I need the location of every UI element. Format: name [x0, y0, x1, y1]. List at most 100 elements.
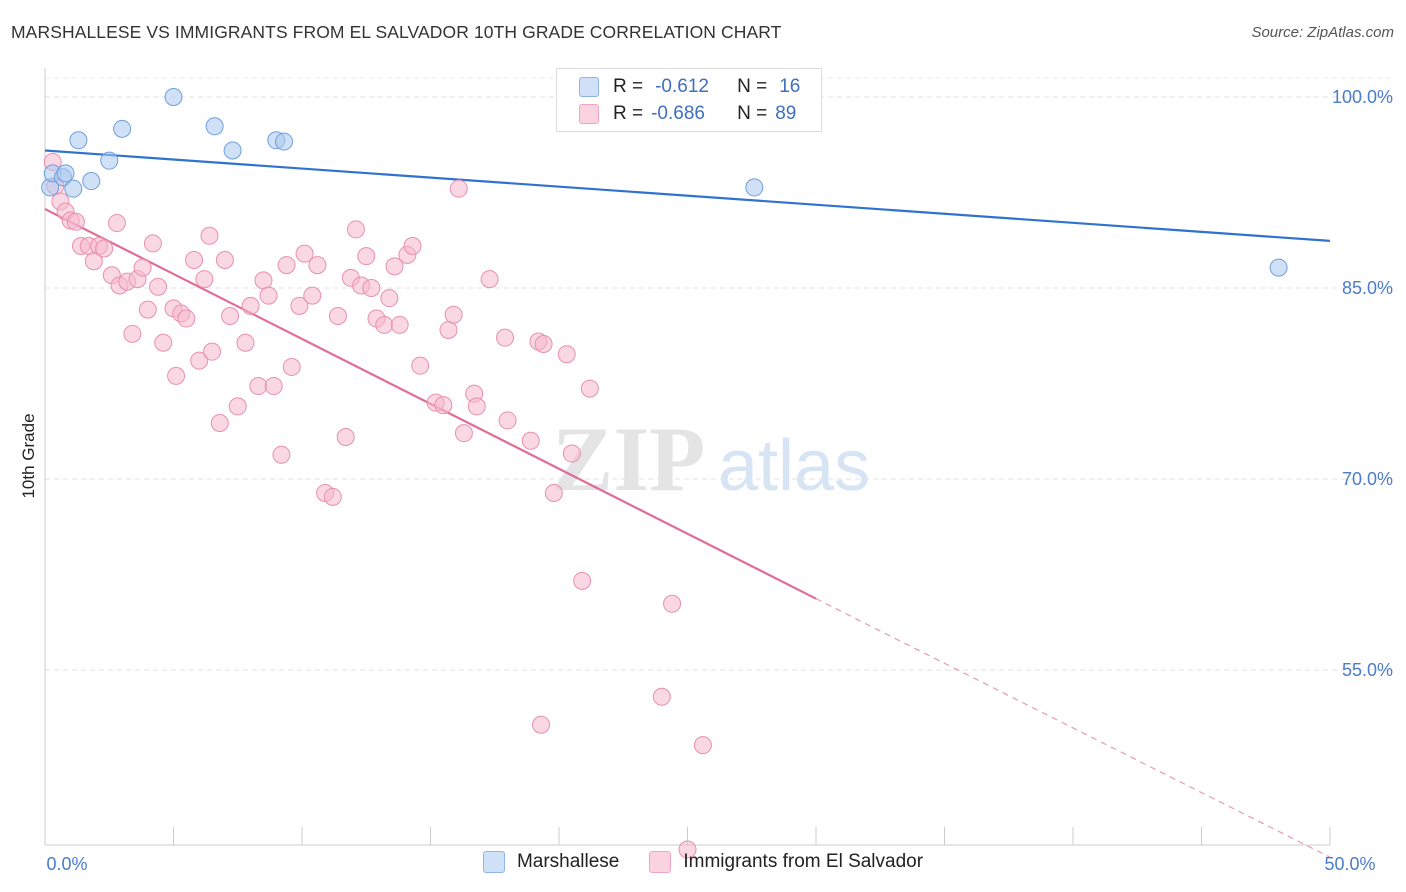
data-point — [521, 431, 540, 450]
data-point — [454, 424, 473, 443]
data-point — [107, 214, 126, 233]
r-key: R = — [613, 76, 644, 97]
data-point — [336, 427, 355, 446]
legend-row-el-salvador: R = -0.686 N = 89 — [579, 101, 796, 127]
data-point — [164, 88, 183, 106]
legend-item-el-salvador: Immigrants from El Salvador — [649, 851, 923, 873]
n-value: 16 — [779, 76, 801, 97]
data-point — [205, 117, 224, 136]
data-point — [282, 357, 301, 376]
data-point — [498, 411, 517, 430]
data-point — [259, 286, 278, 305]
data-point — [439, 321, 458, 340]
data-point — [64, 179, 83, 198]
r-value: -0.686 — [651, 103, 705, 124]
el-salvador-swatch — [649, 851, 672, 873]
data-point — [82, 172, 101, 191]
el-salvador-swatch — [579, 104, 599, 124]
data-point — [346, 220, 365, 239]
x-tick-label: 0.0% — [46, 854, 87, 874]
data-point — [480, 270, 499, 289]
data-point — [449, 179, 468, 198]
data-point — [241, 296, 260, 315]
y-tick-label: 55.0% — [1342, 660, 1393, 680]
trend-line — [44, 149, 1331, 242]
source-label: Source: ZipAtlas.com — [1251, 24, 1394, 41]
data-point — [100, 151, 119, 170]
data-point — [190, 351, 209, 370]
data-point — [745, 178, 764, 197]
data-point — [185, 250, 204, 269]
y-axis-title: 10th Grade — [19, 413, 38, 498]
data-point — [272, 445, 291, 464]
data-point — [275, 132, 294, 151]
y-tick-labels: 100.0% 85.0% 70.0% 55.0% — [1332, 87, 1393, 680]
data-point — [652, 687, 671, 706]
data-point — [133, 258, 152, 277]
data-point — [678, 840, 697, 859]
data-point — [385, 257, 404, 276]
r-key: R = — [613, 103, 644, 124]
data-point — [228, 397, 247, 416]
data-point — [444, 305, 463, 324]
marshallese-swatch — [579, 77, 599, 97]
data-point — [573, 571, 592, 590]
data-point — [149, 277, 168, 296]
data-point — [69, 131, 88, 150]
data-point — [534, 335, 553, 354]
data-point — [557, 345, 576, 364]
marshallese-swatch — [482, 851, 505, 873]
y-tick-label: 70.0% — [1342, 469, 1393, 489]
data-point — [203, 342, 222, 361]
grid-lines — [45, 77, 1392, 671]
y-tick-label: 85.0% — [1342, 278, 1393, 298]
data-point — [56, 164, 75, 183]
data-point — [532, 715, 551, 734]
data-point — [1269, 258, 1288, 277]
data-point — [403, 236, 422, 255]
data-point — [215, 250, 234, 269]
data-point — [562, 444, 581, 463]
data-point — [154, 333, 173, 352]
data-point — [411, 356, 430, 375]
legend-item-marshallese: Marshallese — [482, 851, 620, 873]
data-point — [290, 296, 309, 315]
data-point — [167, 366, 186, 385]
data-point — [434, 396, 453, 415]
data-point — [380, 289, 399, 308]
data-point — [357, 247, 376, 266]
n-key: N = — [737, 103, 768, 124]
data-point — [123, 324, 142, 343]
data-point — [277, 256, 296, 275]
data-point — [143, 234, 162, 253]
data-point — [693, 736, 712, 755]
data-point — [308, 256, 327, 275]
data-point — [223, 141, 242, 160]
data-point — [200, 226, 219, 245]
data-point — [663, 594, 682, 613]
data-point — [236, 333, 255, 352]
data-point — [328, 307, 347, 326]
data-point — [177, 309, 196, 328]
data-point — [467, 397, 486, 416]
data-point — [195, 270, 214, 289]
data-point — [254, 271, 273, 290]
trend-line-extension — [815, 598, 1331, 858]
data-point — [390, 315, 409, 334]
r-value: -0.612 — [655, 76, 709, 97]
legend-label: Marshallese — [516, 851, 620, 872]
correlation-legend: R = -0.612 N = 16 R = -0.686 N = 89 — [556, 68, 822, 132]
series-legend: Marshallese Immigrants from El Salvador — [0, 851, 1406, 873]
data-point — [295, 244, 314, 263]
data-point — [544, 484, 563, 503]
data-point — [375, 315, 394, 334]
x-tick-labels: 0.0% 50.0% — [46, 854, 1375, 874]
data-point — [323, 487, 342, 506]
data-point — [362, 279, 381, 297]
legend-row-marshallese: R = -0.612 N = 16 — [579, 74, 800, 100]
data-point — [66, 212, 85, 231]
data-point — [221, 307, 240, 326]
n-value: 89 — [775, 103, 797, 124]
data-point — [210, 413, 229, 432]
